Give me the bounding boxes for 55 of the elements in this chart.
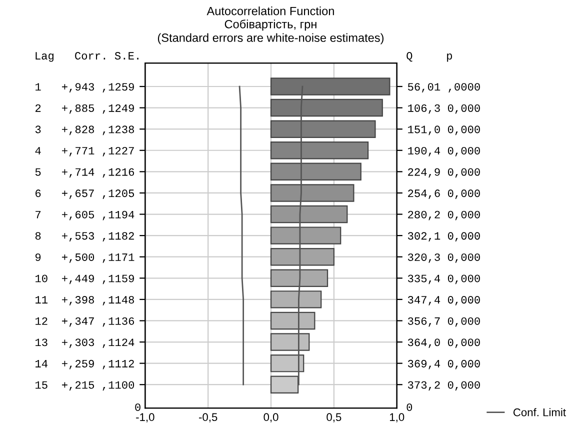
y2-tick-label: 224,9 0,000 [408,168,480,178]
y-tick-label: 2 +,885 ,1249 [35,104,134,114]
y-tick-label: 12 +,347 ,1136 [36,317,134,327]
bar [270,120,376,138]
y2-tick-label: 151,0 0,000 [408,126,480,136]
text: Q p [406,52,452,62]
y-tick-label: 7 +,605 ,1194 [36,210,134,220]
y2-tick-label: 335,4 0,000 [408,274,480,284]
x-tick-label: -0,5 [199,413,218,422]
y2-tick-label: 347,4 0,000 [408,296,480,306]
bar [270,78,390,96]
y-tick-label: 10 +,449 ,1159 [36,274,134,284]
y2-tick-label: 190,4 0,000 [408,146,480,156]
y-tick-label: 14 +,259 ,1112 [36,360,134,370]
text: 0 [406,403,412,412]
y-tick-label: 4 +,771 ,1227 [35,146,134,156]
y2-tick-label: 320,3 0,000 [408,253,480,263]
y-tick-label: 3 +,828 ,1238 [35,126,134,136]
text: 0 [135,403,140,412]
legend-label: Conf. Limit [513,408,566,416]
y-tick-label: 11 +,398 ,1148 [36,296,134,306]
y-tick-label: 8 +,553 ,1182 [35,232,134,242]
bar [270,312,316,330]
y2-tick-label: 280,2 0,000 [408,210,480,220]
bar [270,269,328,287]
chart-subtitle: Собівартість, грн (Standard errors are white-noise estimates) [158,20,384,44]
y2-tick-label: 106,3 0,000 [408,104,480,114]
y2-tick-label: 56,01 ,0000 [408,83,480,92]
x-tick-label: 1,0 [390,413,404,422]
y2-tick-label: 254,6 0,000 [408,190,480,199]
y2-tick-label: 373,2 0,000 [408,381,480,391]
chart-title: Autocorrelation Function [206,6,334,16]
y-tick-label: 15 +,215 ,1100 [36,381,134,391]
bar [270,142,369,160]
x-tick-label: 0,0 [264,413,278,422]
y-tick-label: 13 +,303 ,1124 [36,338,134,348]
x-tick-label: -1,0 [136,413,154,422]
bar [270,184,354,202]
y2-tick-label: 369,4 0,000 [408,360,480,370]
y-tick-label: 5 +,714 ,1216 [35,168,134,178]
y2-tick-label: 302,1 0,000 [408,232,480,242]
bar [270,162,362,181]
bar [270,98,383,117]
y-tick-label: 9 +,500 ,1171 [35,253,134,263]
bar [270,333,310,351]
text: Lag Corr. S.E. [36,52,138,62]
y2-tick-label: 356,7 0,000 [408,317,480,327]
bar [270,248,334,266]
y-tick-label: 6 +,657 ,1205 [36,190,134,199]
y2-tick-label: 364,0 0,000 [408,338,480,348]
bar [270,226,342,244]
bar [270,205,348,224]
y-tick-label: 1 +,943 ,1259 [36,83,134,92]
x-tick-label: 0,5 [326,413,342,422]
bar [270,290,322,308]
